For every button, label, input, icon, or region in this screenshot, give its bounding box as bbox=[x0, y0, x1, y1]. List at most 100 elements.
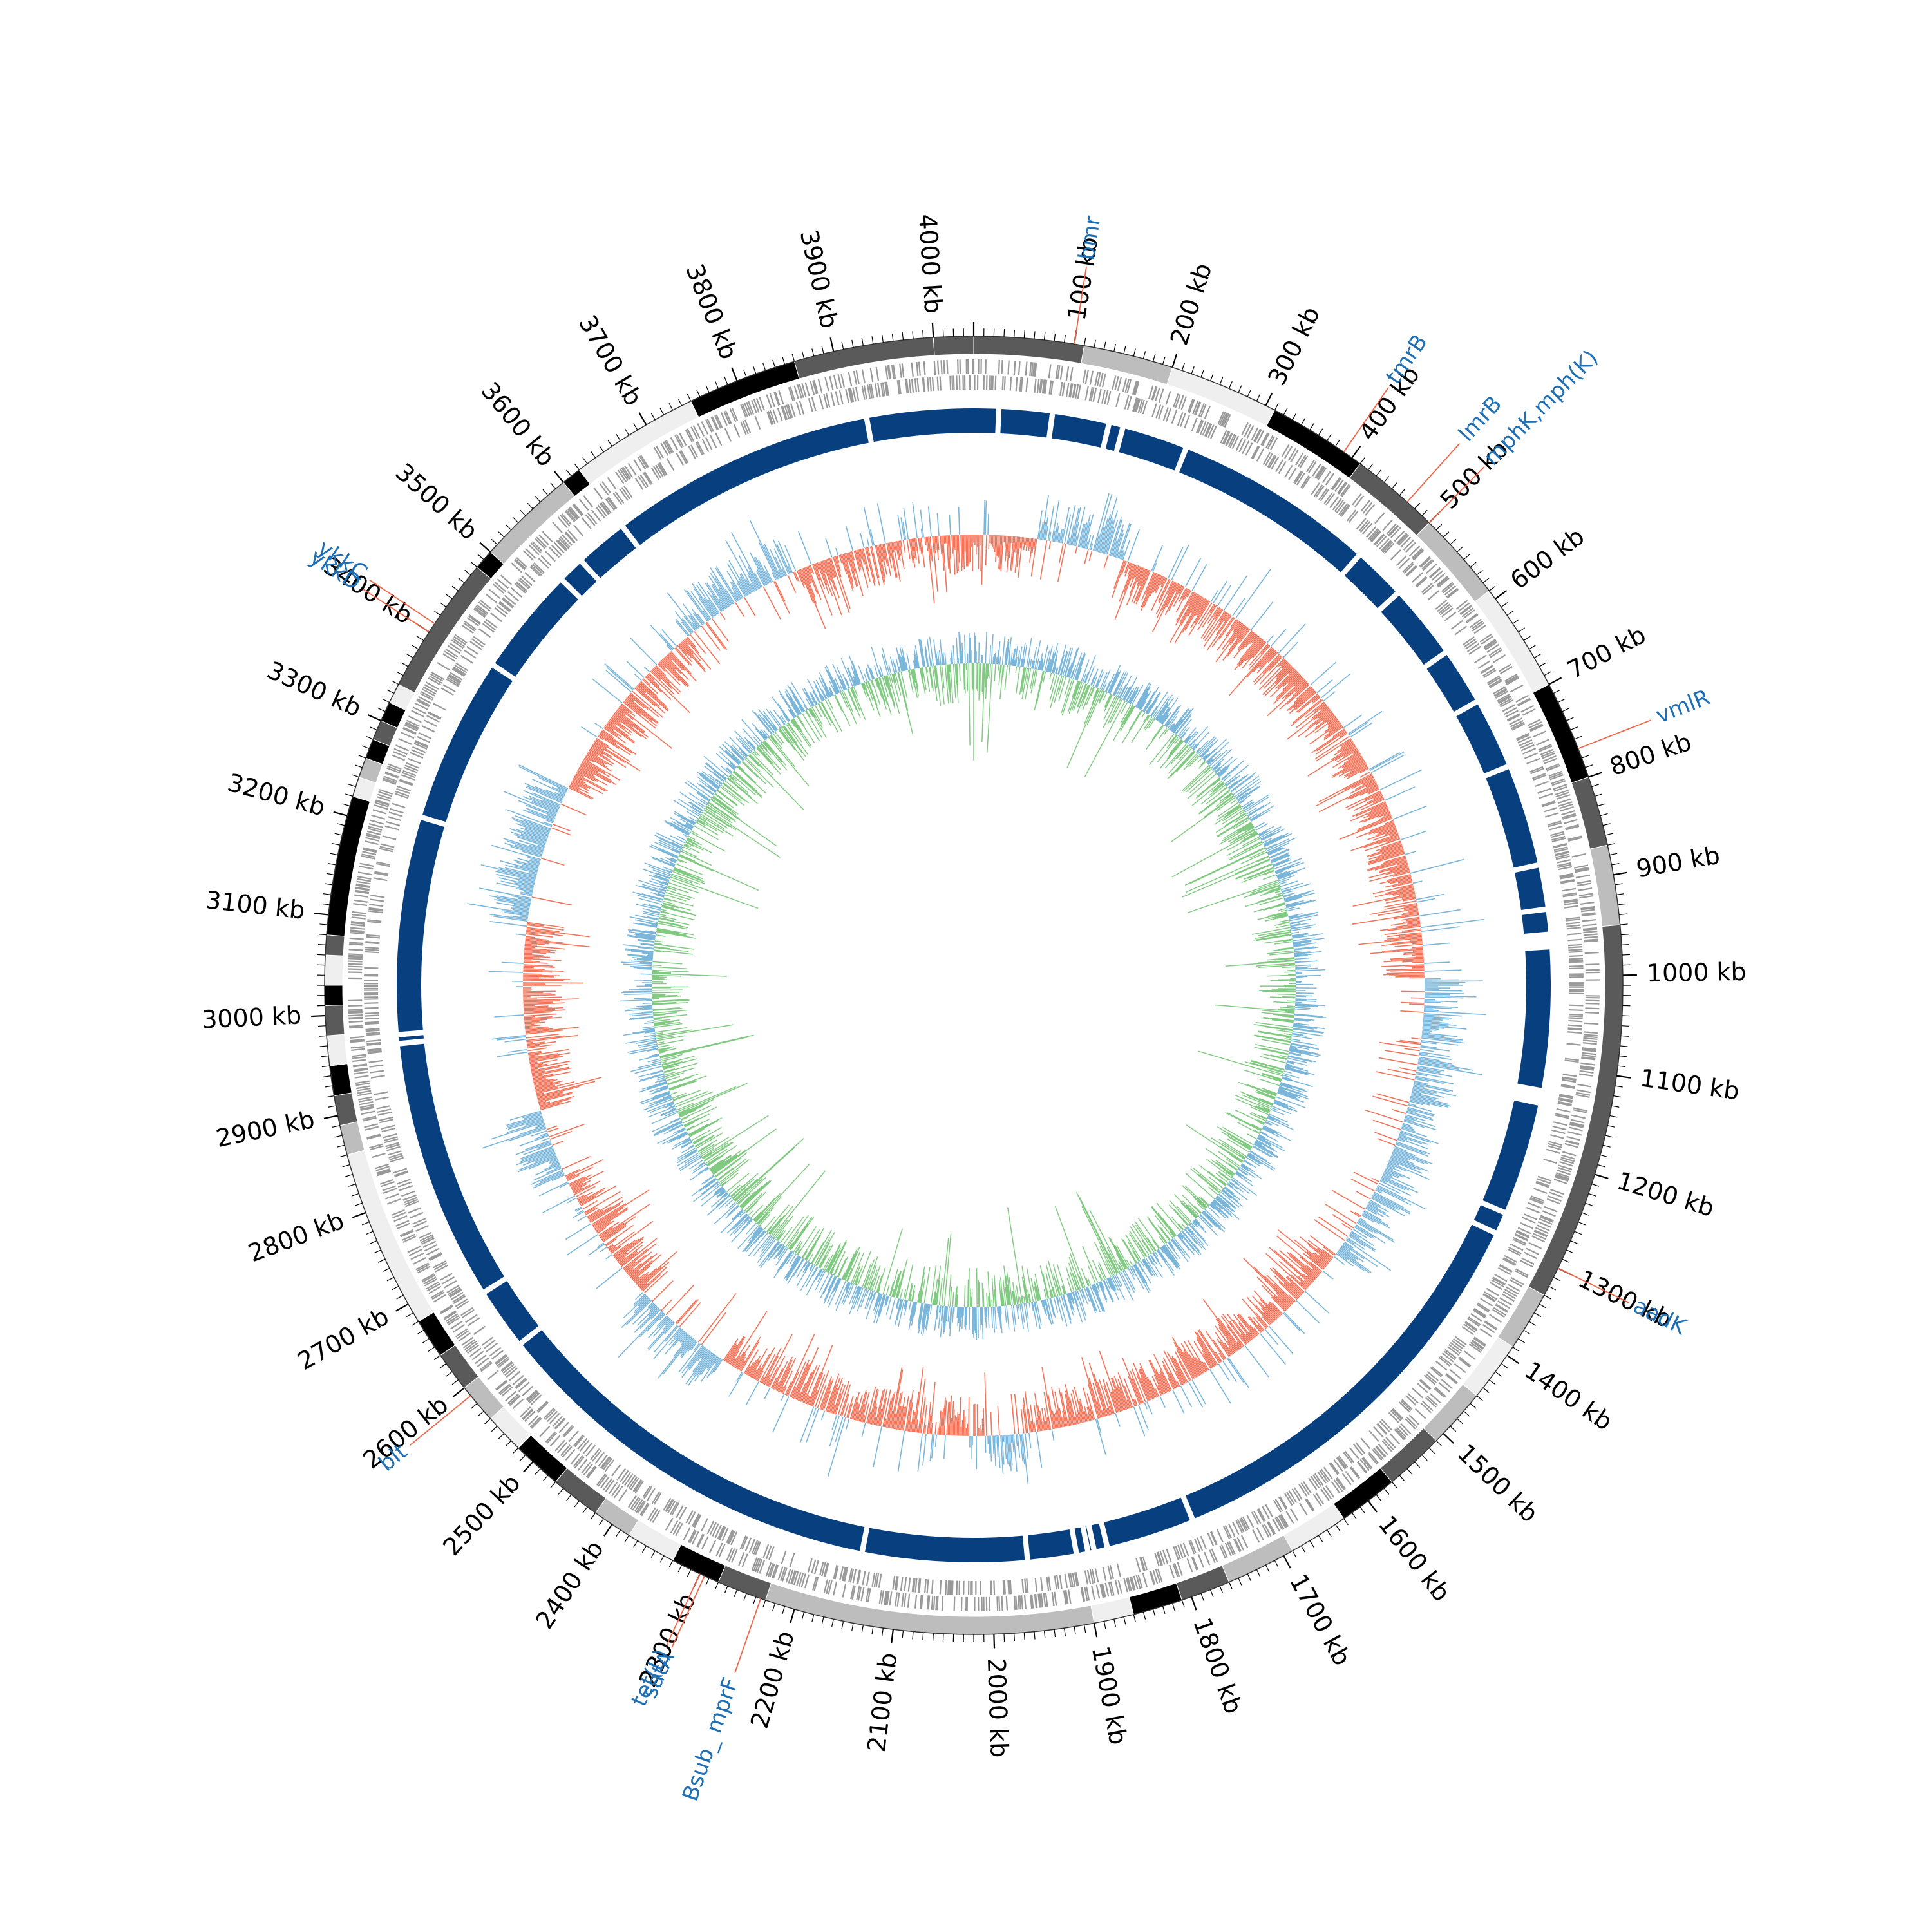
gc-skew-bar bbox=[1409, 1099, 1430, 1106]
gc-skew-bar bbox=[1017, 1434, 1021, 1458]
gene-feature bbox=[870, 384, 875, 399]
gc-skew-bar bbox=[1412, 1086, 1437, 1094]
gc-skew-bar bbox=[1245, 633, 1257, 648]
gene-feature bbox=[1505, 675, 1519, 684]
gc-skew-bar bbox=[1036, 1417, 1040, 1432]
gene-feature bbox=[1338, 482, 1348, 495]
gc-skew-bar bbox=[538, 1101, 547, 1104]
gene-feature bbox=[1537, 1175, 1552, 1182]
gc-skew-bar bbox=[1213, 580, 1228, 604]
gc-skew-bar bbox=[513, 906, 530, 911]
gene-feature bbox=[1575, 1094, 1590, 1098]
gc-skew-bar bbox=[497, 1036, 526, 1041]
gene-feature bbox=[573, 1455, 583, 1468]
gc-skew-bar bbox=[1384, 902, 1417, 910]
minor-tick bbox=[1529, 1321, 1536, 1326]
gc-skew-bar bbox=[520, 823, 549, 835]
gene-feature bbox=[537, 1401, 549, 1413]
gene-feature bbox=[1468, 1316, 1481, 1326]
gene-feature bbox=[1343, 1452, 1353, 1464]
gc-skew-bar bbox=[936, 513, 940, 536]
gc-content-ring bbox=[620, 632, 1327, 1340]
gene-feature bbox=[1463, 1323, 1476, 1333]
gene-feature bbox=[1017, 1595, 1020, 1610]
gc-skew-bar bbox=[1271, 1302, 1283, 1314]
minor-tick bbox=[1506, 611, 1514, 616]
gc-skew-bar bbox=[592, 743, 605, 752]
gc-content-bar bbox=[1007, 637, 1012, 665]
gene-feature bbox=[1423, 584, 1435, 595]
gene-feature bbox=[851, 1585, 856, 1600]
gene-feature bbox=[1200, 403, 1207, 418]
gc-content-bar bbox=[981, 663, 985, 743]
gc-skew-bar bbox=[1039, 522, 1044, 540]
gc-skew-bar bbox=[1007, 1435, 1010, 1467]
gene-feature bbox=[670, 1520, 679, 1534]
minor-tick bbox=[1600, 1154, 1608, 1158]
gene-feature bbox=[1510, 684, 1524, 693]
gc-skew-bar bbox=[1089, 1406, 1094, 1421]
gc-skew-bar bbox=[524, 1011, 553, 1014]
gene-feature bbox=[1499, 1297, 1513, 1306]
gene-feature bbox=[452, 667, 466, 676]
gene-feature bbox=[1585, 969, 1600, 971]
minor-tick bbox=[1327, 433, 1332, 441]
gene-feature bbox=[1444, 1349, 1457, 1359]
gc-skew-bar bbox=[833, 1393, 842, 1414]
gene-feature bbox=[624, 1473, 634, 1486]
gene-feature bbox=[356, 878, 372, 882]
gc-skew-bar bbox=[1162, 1357, 1179, 1388]
gc-skew-bar bbox=[1378, 907, 1418, 916]
gc-skew-bar bbox=[1264, 667, 1294, 697]
gc-skew-bar bbox=[923, 1405, 927, 1434]
gc-content-bar bbox=[1179, 728, 1187, 738]
gc-content-bar bbox=[1027, 656, 1031, 668]
gc-content-bar bbox=[1062, 647, 1072, 676]
gc-skew-bar bbox=[1242, 632, 1256, 650]
gene-feature bbox=[1091, 1585, 1095, 1600]
gc-skew-bar bbox=[1159, 1396, 1166, 1408]
major-tick bbox=[603, 1524, 613, 1537]
gene-feature bbox=[895, 1576, 899, 1591]
gene-feature bbox=[441, 1276, 455, 1285]
gene-feature bbox=[1419, 557, 1432, 568]
minor-tick bbox=[558, 1488, 564, 1495]
gc-skew-bar bbox=[1316, 730, 1347, 752]
gc-skew-bar bbox=[1368, 788, 1380, 795]
gene-feature bbox=[364, 1012, 379, 1014]
gc-skew-bar bbox=[1398, 1135, 1423, 1144]
gc-skew-bar bbox=[1126, 567, 1143, 605]
gc-skew-bar bbox=[525, 937, 549, 941]
gc-skew-bar bbox=[1316, 775, 1374, 807]
gc-content-bar bbox=[1073, 682, 1084, 711]
gene-feature bbox=[996, 1596, 999, 1611]
gene-feature bbox=[468, 615, 480, 625]
gene-feature bbox=[666, 458, 675, 471]
minor-tick bbox=[1570, 1240, 1578, 1244]
gc-skew-bar bbox=[1151, 545, 1163, 572]
gc-skew-bar bbox=[1113, 1375, 1127, 1410]
gc-skew-bar bbox=[1160, 577, 1166, 587]
gc-skew-bar bbox=[639, 1261, 670, 1289]
gc-skew-bar bbox=[1249, 1316, 1263, 1332]
gc-skew-bar bbox=[498, 877, 535, 887]
gc-skew-bar bbox=[706, 1358, 721, 1378]
gene-feature bbox=[1580, 905, 1595, 909]
gene-feature bbox=[887, 365, 892, 379]
gene-feature bbox=[495, 1355, 508, 1365]
minor-tick bbox=[354, 1202, 363, 1206]
gc-skew-bar bbox=[1162, 582, 1177, 611]
gene-feature bbox=[1025, 377, 1028, 392]
gene-feature bbox=[533, 562, 545, 573]
gene-feature bbox=[1562, 1076, 1577, 1081]
gc-skew-bar bbox=[1424, 992, 1464, 994]
gene-feature bbox=[759, 397, 765, 411]
gene-feature bbox=[1546, 763, 1560, 770]
minor-tick bbox=[330, 853, 338, 856]
gene-feature bbox=[1553, 846, 1568, 851]
gc-content-bar bbox=[1032, 647, 1037, 669]
gene-feature bbox=[350, 927, 365, 930]
gene-feature bbox=[1222, 431, 1229, 445]
gc-content-bar bbox=[1081, 685, 1091, 706]
gene-feature bbox=[402, 726, 417, 734]
